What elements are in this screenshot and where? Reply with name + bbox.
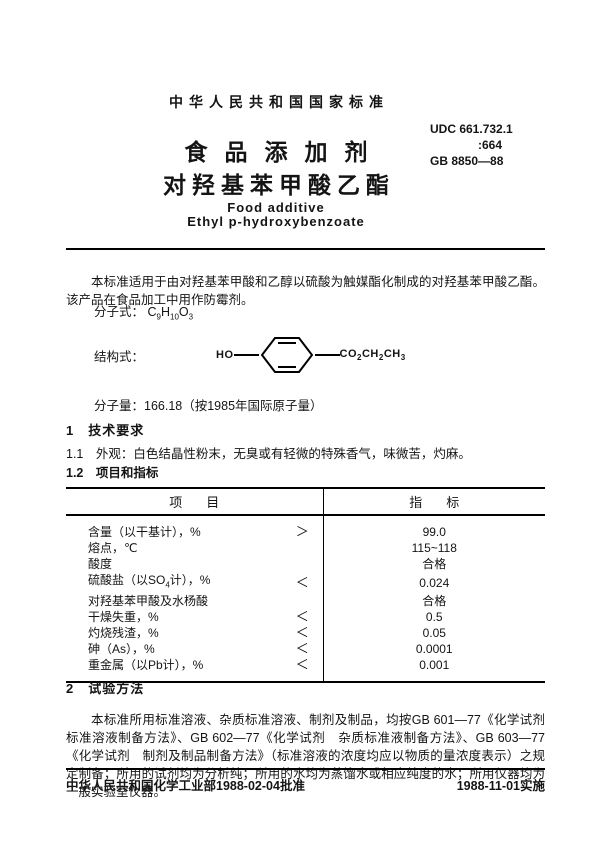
spec-relation-cell — [282, 540, 324, 556]
spec-relation-cell: ＜ — [282, 609, 324, 626]
benzene-ring-icon — [260, 337, 313, 373]
spec-relation-cell: ＞ — [282, 515, 324, 540]
spec-relation-cell: ＜ — [282, 625, 324, 642]
spec-relation-cell: ＜ — [282, 641, 324, 658]
spec-value-cell: 115~118 — [411, 541, 457, 555]
clause-1-2-items-and-indices: 1.2 项目和指标 — [66, 466, 159, 480]
spec-value-cell: 合格 — [422, 594, 447, 609]
footer: 中华人民共和国化学工业部1988-02-04批准 1988-11-01实施 — [66, 775, 545, 794]
column-header-item: 项目 — [66, 487, 324, 516]
spec-item-cell: 含量（以干基计），% — [88, 525, 201, 539]
spec-value-cell: 0.001 — [323, 657, 546, 684]
spec-item-cell: 干燥失重，% — [88, 610, 159, 625]
spec-table-body: 含量（以干基计），% ＞ 99.0 熔点，℃ 115~118 酸度 合格 硫酸盐（以SO4计）… — [66, 515, 546, 684]
scope-paragraph: 本标准适用于由对羟基苯甲酸和乙醇以硫酸为触媒酯化制成的对羟基苯甲酸乙酯。该产品在… — [66, 274, 545, 307]
spec-item-cell: 熔点，℃ — [88, 541, 138, 555]
spec-item-cell: 砷（As），% — [88, 642, 155, 657]
udc-number: UDC 661.732.1 — [430, 122, 513, 136]
spec-relation-cell — [282, 593, 324, 610]
section-2-heading: 2 试验方法 — [66, 681, 145, 696]
bond-line — [314, 354, 340, 356]
spec-item-cell: 对羟基苯甲酸及水杨酸 — [88, 594, 209, 609]
approval-authority-date: 中华人民共和国化学工业部1988-02-04批准 — [66, 779, 305, 793]
bond-line — [233, 354, 259, 356]
table-row: 灼烧残渣，% ＜ 0.05 — [66, 625, 545, 642]
spec-relation-cell: ＜ — [282, 572, 324, 594]
title-substance-en: Ethyl p-hydroxybenzoate — [187, 214, 365, 229]
spec-value-cell: 0.024 — [419, 575, 450, 590]
spec-value-cell: 0.05 — [422, 626, 446, 641]
table-row: 干燥失重，% ＜ 0.5 — [66, 609, 545, 626]
clause-1-1-appearance: 1.1 外观：白色结晶性粉末，无臭或有轻微的特殊香气，味微苦，灼麻。 — [66, 447, 471, 461]
structure-label: 结构式： — [94, 349, 145, 364]
molecular-formula-label: 分子式： — [94, 305, 145, 319]
spec-item-cell: 灼烧残渣，% — [88, 626, 159, 641]
spec-relation-cell: ＜ — [282, 657, 324, 684]
spec-value-cell: 0.0001 — [415, 642, 453, 657]
table-row: 重金属（以Pb计），% ＜ 0.001 — [66, 657, 546, 684]
structural-formula: HO CO2CH2CH3 — [216, 332, 406, 378]
udc-subclass: :664 — [477, 138, 503, 152]
table-row: 对羟基苯甲酸及水杨酸 合格 — [66, 593, 545, 610]
table-row: 含量（以干基计），% ＞ 99.0 — [66, 515, 545, 540]
implementation-date: 1988-11-01实施 — [456, 779, 545, 793]
footer-divider — [66, 768, 545, 770]
spec-value-cell: 0.5 — [425, 610, 443, 625]
spec-item-cell: 重金属（以Pb计），% — [66, 657, 282, 684]
spec-value-cell: 合格 — [422, 557, 447, 571]
udc-reference-block: UDC 661.732.1 :664 GB 8850—88 — [430, 121, 550, 169]
specification-table: 项目 指标 含量（以干基计），% ＞ 99.0 熔点，℃ 115~118 酸度 合格 硫酸盐（… — [66, 487, 546, 684]
title-food-additive-cn: 食品添加剂 — [184, 139, 385, 165]
molecular-formula-value: C9H10O3 — [147, 305, 194, 322]
national-standard-label: 中华人民共和国国家标准 — [169, 94, 389, 110]
spec-item-cell: 硫酸盐（以SO4计），% — [88, 573, 211, 590]
table-header-row: 项目 指标 — [66, 487, 546, 516]
table-row: 砷（As），% ＜ 0.0001 — [66, 641, 545, 658]
column-header-index: 指标 — [323, 487, 546, 516]
spec-value-cell: 99.0 — [422, 525, 446, 539]
title-substance-cn: 对羟基苯甲酸乙酯 — [163, 172, 395, 198]
table-row: 熔点，℃ 115~118 — [66, 540, 545, 556]
spec-relation-cell — [282, 556, 324, 572]
molecular-formula-line: 分子式： C9H10O3 — [94, 301, 193, 322]
test-method-paragraph: 本标准所用标准溶液、杂质标准溶液、制剂及制品，均按GB 601—77《化学试剂 … — [66, 712, 558, 799]
section-1-heading: 1 技术要求 — [66, 423, 145, 438]
spec-item-cell: 酸度 — [88, 557, 113, 571]
structural-formula-block: 结构式： HO CO2CH2CH3 — [94, 332, 406, 378]
molecular-weight-line: 分子量：166.18（按1985年国际原子量） — [94, 399, 323, 413]
ester-group-label: CO2CH2CH3 — [339, 347, 406, 363]
standard-number: GB 8850—88 — [430, 154, 504, 168]
table-row: 酸度 合格 — [66, 556, 545, 572]
hydroxyl-group-label: HO — [216, 349, 234, 361]
header-divider — [66, 248, 545, 250]
table-row: 硫酸盐（以SO4计），% ＜ 0.024 — [66, 572, 545, 594]
title-food-additive-en: Food additive — [227, 200, 325, 215]
